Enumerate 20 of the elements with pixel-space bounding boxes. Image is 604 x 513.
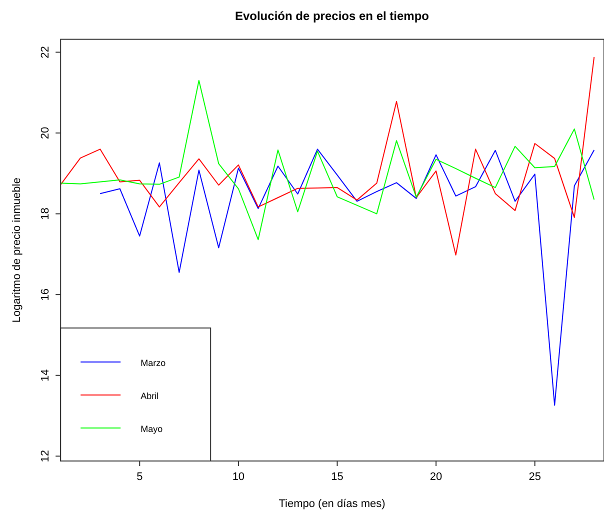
y-tick-label: 12	[40, 450, 52, 462]
line-series	[60, 56, 595, 256]
legend-label: Abril	[140, 391, 159, 401]
line-series	[100, 148, 595, 406]
x-tick-label: 5	[136, 471, 143, 483]
x-tick-label: 25	[528, 471, 541, 483]
y-axis-title: Logaritmo de precio inmueble	[11, 178, 23, 323]
y-tick-label: 18	[40, 208, 52, 220]
y-tick-label: 20	[40, 126, 52, 140]
y-tick-label: 14	[40, 369, 52, 382]
x-axis-title: Tiempo (en días mes)	[278, 498, 386, 510]
line-series	[60, 80, 595, 240]
x-tick-label: 15	[331, 471, 344, 483]
legend-label: Marzo	[140, 358, 166, 368]
legend-label: Mayo	[140, 424, 163, 434]
y-tick-label: 16	[40, 288, 52, 301]
chart-title: Evolución de precios en el tiempo	[234, 9, 430, 23]
y-tick-label: 22	[40, 46, 52, 58]
x-tick-label: 20	[430, 471, 442, 483]
x-tick-label: 10	[232, 471, 245, 483]
